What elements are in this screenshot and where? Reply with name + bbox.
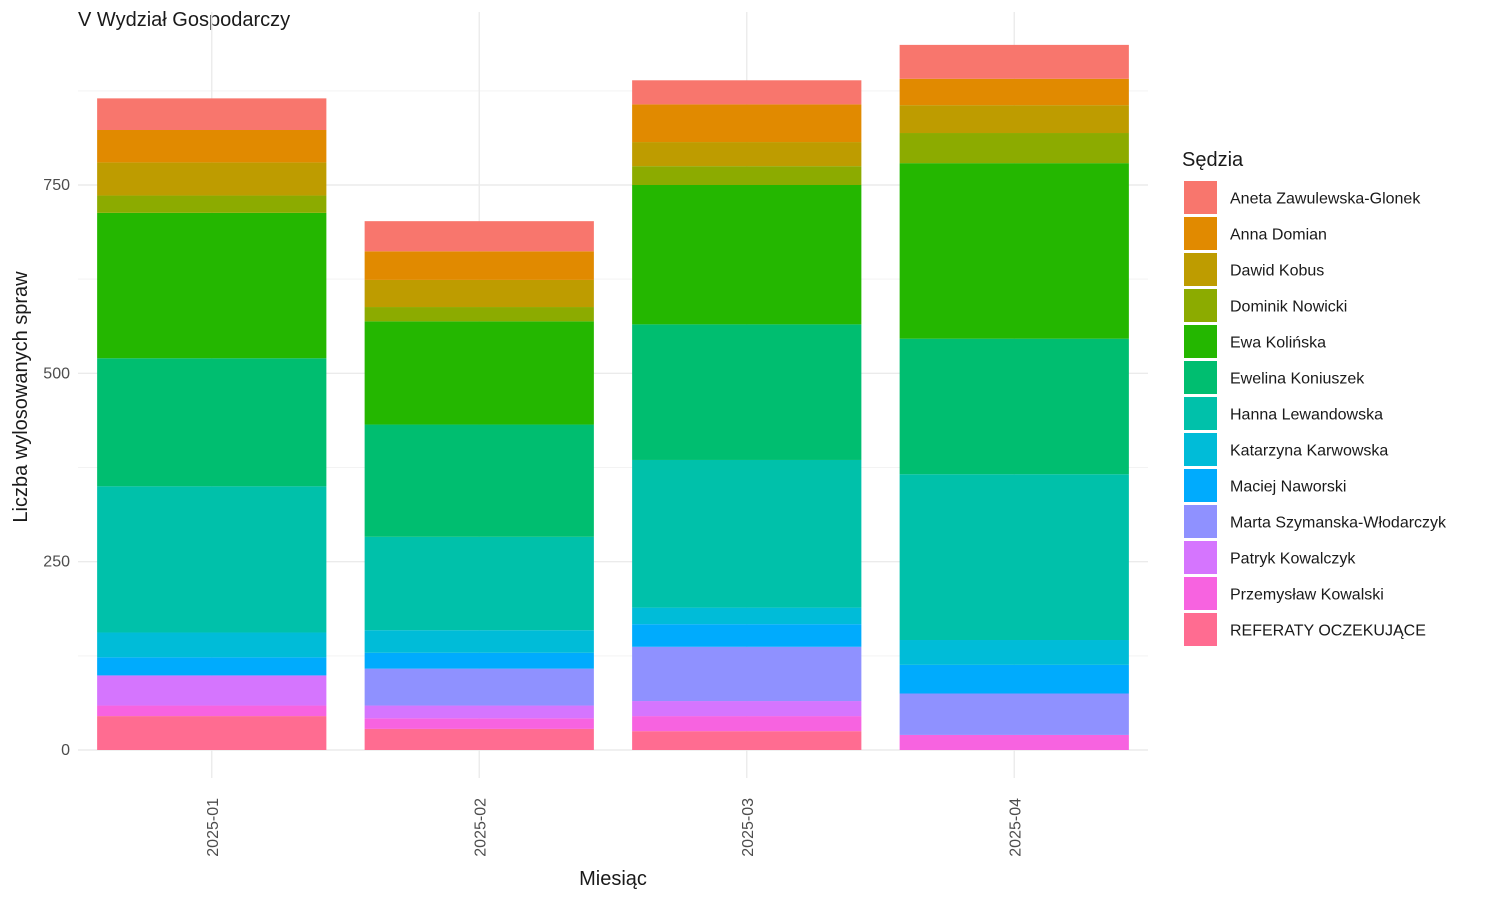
x-tick-label: 2025-02	[472, 798, 489, 857]
bar-segment	[632, 185, 862, 325]
chart-title: V Wydział Gospodarczy	[78, 9, 290, 31]
bar-segment	[899, 474, 1129, 641]
bar-segment	[364, 668, 594, 706]
legend-label: Ewa Kolińska	[1230, 335, 1326, 352]
legend-label: Przemysław Kowalski	[1230, 587, 1384, 604]
legend-label: Ewelina Koniuszek	[1230, 371, 1365, 388]
bar-segment	[899, 163, 1129, 339]
bar-segment	[97, 632, 327, 658]
y-tick-label: 250	[43, 554, 70, 571]
bar-segment	[97, 98, 327, 131]
y-tick-label: 750	[43, 177, 70, 194]
bar-segment	[364, 728, 594, 750]
y-tick-label: 0	[61, 742, 70, 759]
bar-segment	[632, 624, 862, 647]
legend-swatch	[1184, 217, 1217, 250]
legend-label: Hanna Lewandowska	[1230, 407, 1383, 424]
legend-swatch	[1184, 469, 1217, 502]
legend-label: Aneta Zawulewska-Glonek	[1230, 191, 1421, 208]
bar-segment	[364, 630, 594, 653]
legend-swatch	[1184, 541, 1217, 574]
x-tick-label: 2025-03	[740, 798, 757, 857]
bar-segment	[899, 338, 1129, 475]
bar-segment	[97, 162, 327, 196]
bars	[97, 44, 1129, 750]
bar-segment	[899, 664, 1129, 694]
y-tick-label: 500	[43, 365, 70, 382]
x-tick-label: 2025-01	[205, 798, 222, 857]
bar-segment	[899, 734, 1129, 750]
bar-segment	[899, 105, 1129, 134]
bar-segment	[364, 536, 594, 631]
bar-segment	[97, 716, 327, 750]
x-axis-title: Miesiąc	[579, 868, 647, 890]
bar-segment	[364, 424, 594, 537]
bar-segment	[899, 78, 1129, 106]
bar-segment	[364, 307, 594, 322]
bar-segment	[899, 640, 1129, 665]
legend-swatch	[1184, 325, 1217, 358]
bar-segment	[97, 212, 327, 359]
legend-label: Katarzyna Karwowska	[1230, 443, 1388, 460]
legend-swatch	[1184, 181, 1217, 214]
bar-segment	[97, 675, 327, 706]
bar-segment	[97, 195, 327, 213]
x-axis-ticks: 2025-01 2025-02 2025-03 2025-04	[205, 798, 1025, 857]
legend-swatch	[1184, 361, 1217, 394]
legend-swatch	[1184, 289, 1217, 322]
legend-swatch	[1184, 577, 1217, 610]
legend-label: Marta Szymanska-Włodarczyk	[1230, 515, 1447, 532]
legend-swatch	[1184, 433, 1217, 466]
y-axis-ticks: 0 250 500 750	[43, 177, 70, 759]
bar-segment	[632, 104, 862, 143]
bar-segment	[632, 166, 862, 185]
bar-segment	[364, 321, 594, 425]
bar-segment	[632, 607, 862, 625]
bar-segment	[364, 251, 594, 280]
bar-segment	[97, 705, 327, 717]
bar-segment	[364, 279, 594, 308]
legend-swatch	[1184, 397, 1217, 430]
legend-swatch	[1184, 505, 1217, 538]
legend-label: Patryk Kowalczyk	[1230, 551, 1356, 568]
bar-segment	[632, 80, 862, 105]
bar-segment	[899, 133, 1129, 164]
bar-segment	[899, 693, 1129, 735]
y-axis-title: Liczba wylosowanych spraw	[10, 271, 32, 523]
bar-segment	[97, 657, 327, 676]
legend-title: Sędzia	[1182, 149, 1244, 171]
bar-segment	[632, 701, 862, 717]
legend: Sędzia Aneta Zawulewska-Glonek Anna Domia…	[1182, 149, 1447, 646]
bar-segment	[632, 731, 862, 750]
x-tick-label: 2025-04	[1007, 798, 1024, 857]
bar-segment	[632, 646, 862, 702]
legend-label: Maciej Naworski	[1230, 479, 1346, 496]
bar-segment	[97, 486, 327, 633]
bar-segment	[97, 130, 327, 163]
legend-label: REFERATY OCZEKUJĄCE	[1230, 623, 1426, 640]
bar-segment	[632, 459, 862, 608]
bar-segment	[632, 716, 862, 732]
legend-label: Dawid Kobus	[1230, 263, 1324, 280]
bar-segment	[632, 324, 862, 460]
bar-segment	[364, 705, 594, 719]
bar-segment	[364, 718, 594, 729]
bar-segment	[364, 221, 594, 252]
legend-swatch	[1184, 613, 1217, 646]
bar-segment	[632, 142, 862, 167]
bar-segment	[364, 652, 594, 669]
bar-segment	[899, 44, 1129, 79]
legend-swatch	[1184, 253, 1217, 286]
bar-segment	[97, 358, 327, 487]
legend-label: Anna Domian	[1230, 227, 1327, 244]
legend-label: Dominik Nowicki	[1230, 299, 1347, 316]
